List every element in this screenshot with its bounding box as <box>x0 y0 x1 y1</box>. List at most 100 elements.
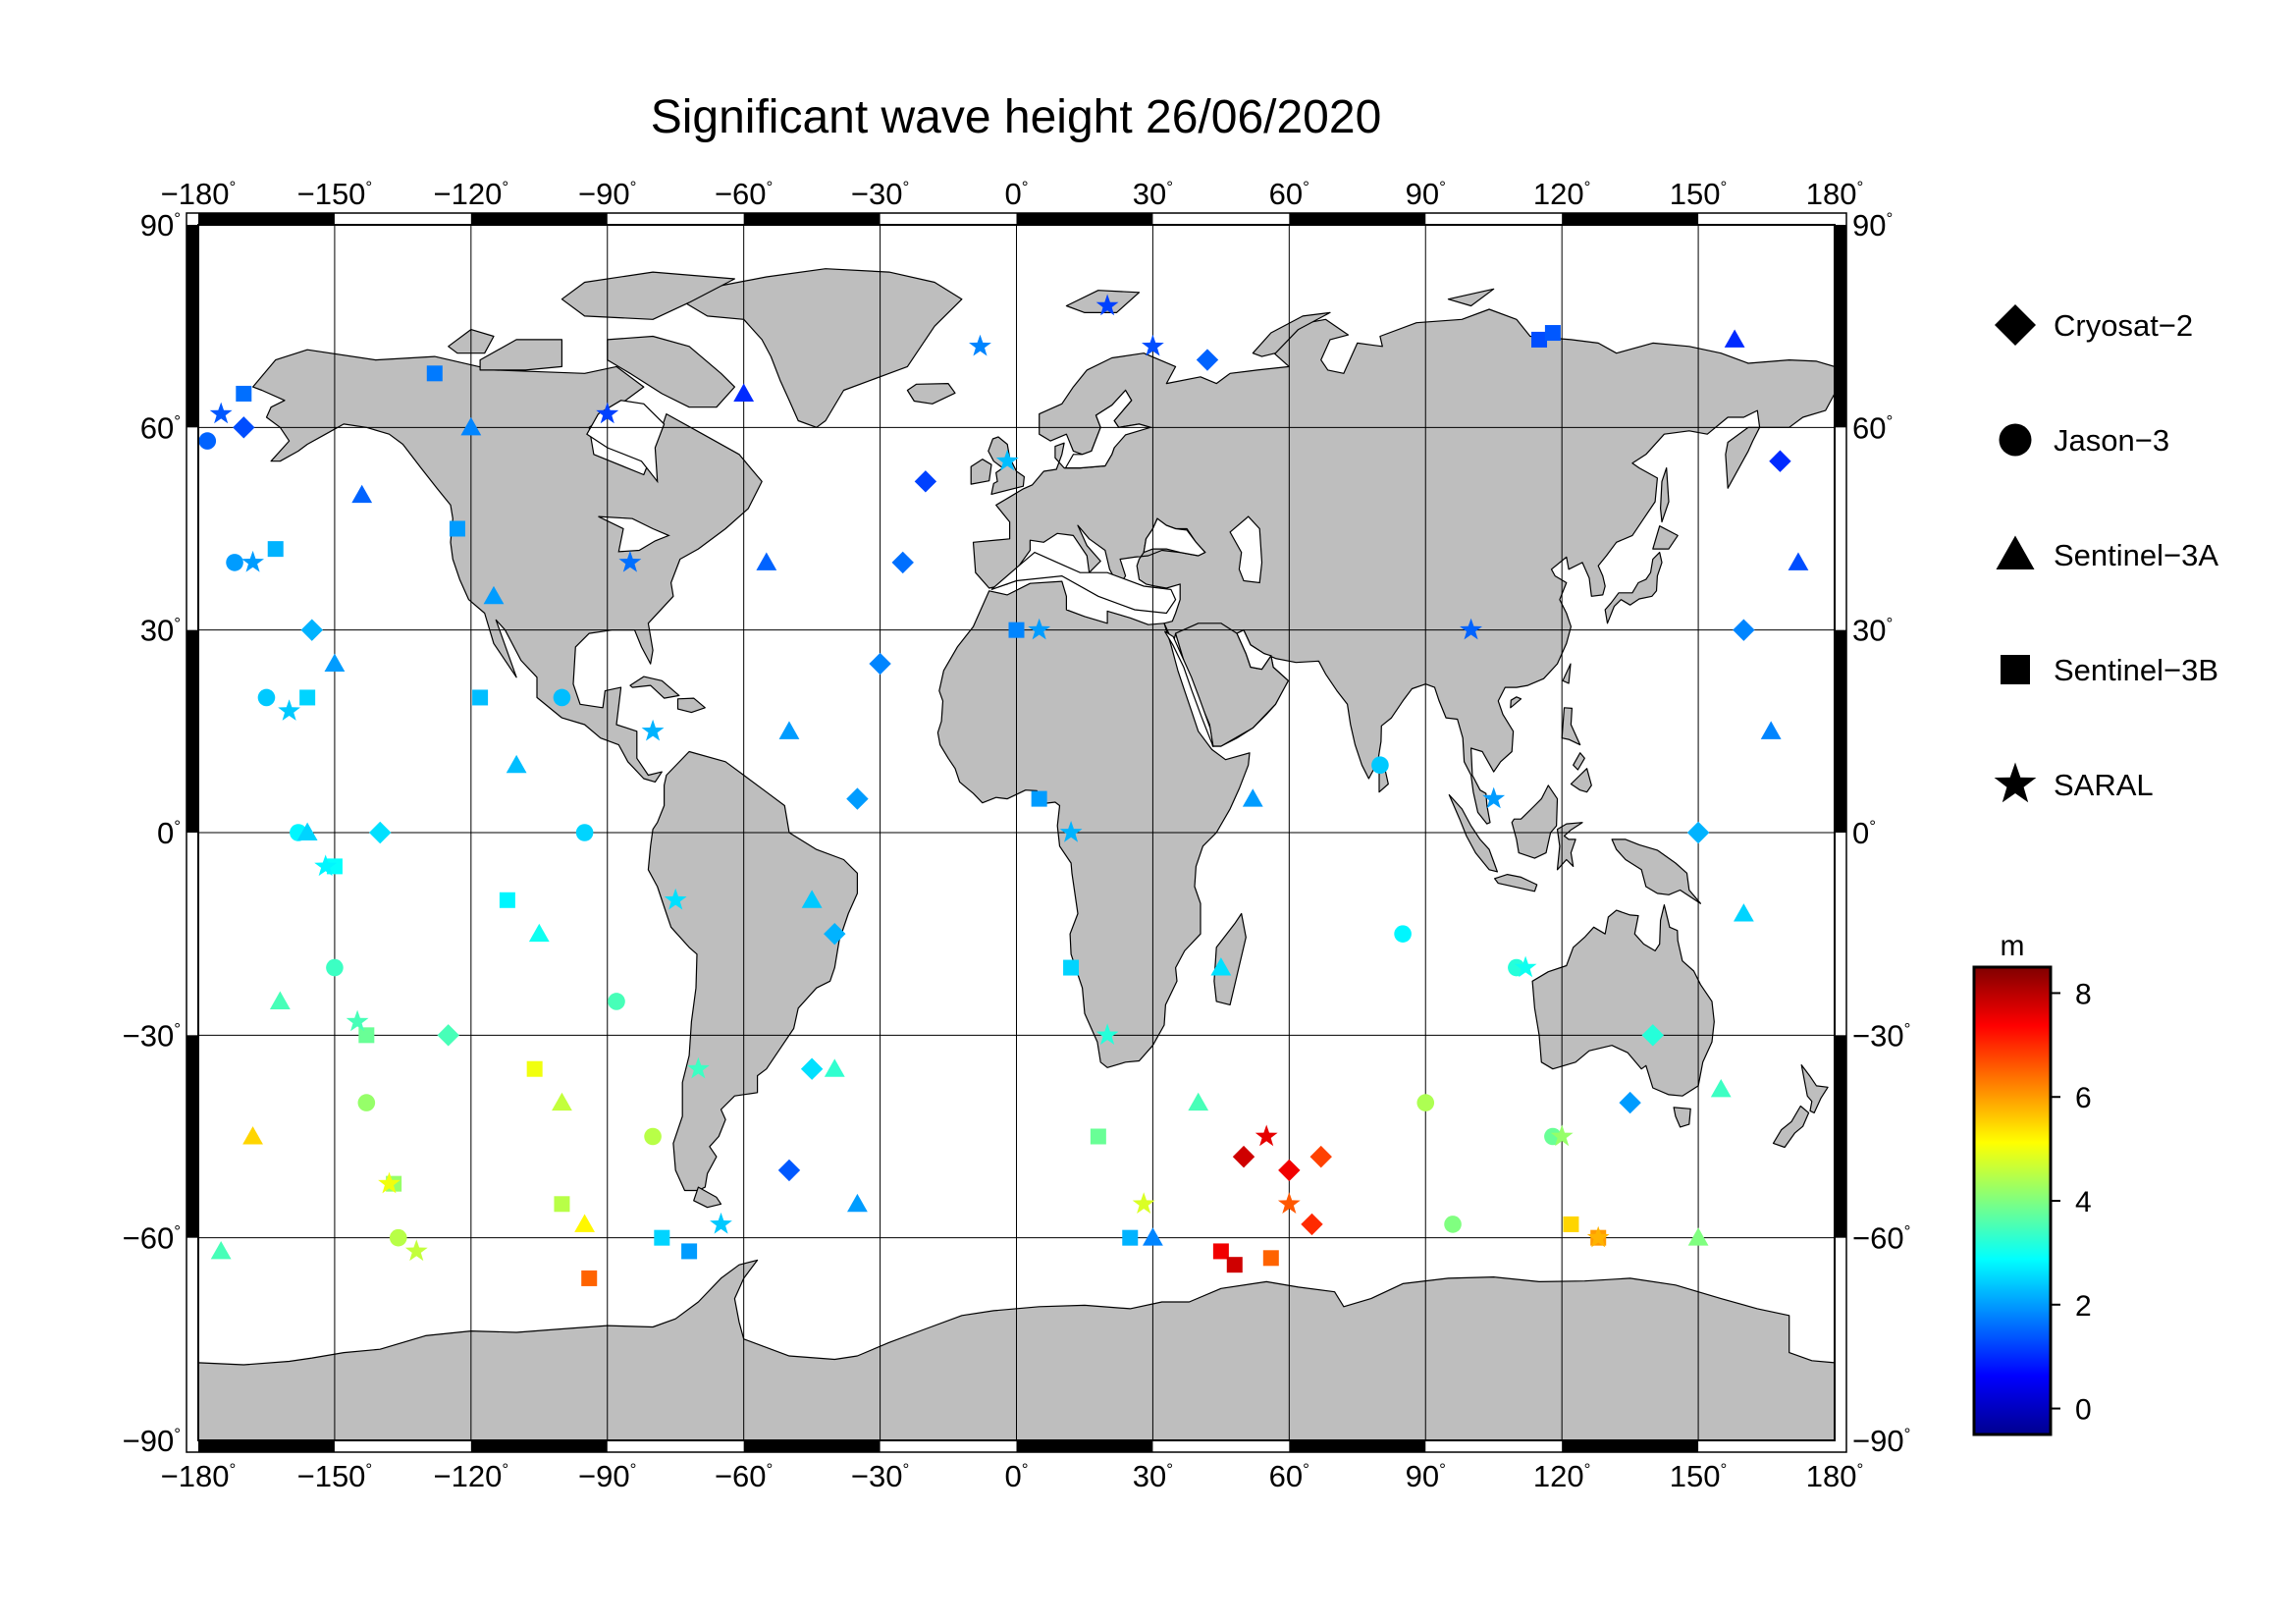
lon-tick-top: 120° <box>1533 177 1591 211</box>
data-point <box>267 541 284 558</box>
data-point <box>1788 552 1809 570</box>
data-point <box>326 958 344 977</box>
lon-tick-top: 150° <box>1670 177 1728 211</box>
data-point <box>1210 957 1232 976</box>
data-point <box>1394 925 1412 943</box>
border-bar-right <box>1835 1035 1846 1238</box>
legend-label: Sentinel−3A <box>2054 538 2218 572</box>
colorbar-tick-label: 4 <box>2075 1186 2092 1218</box>
data-point <box>800 1057 824 1080</box>
colorbar-tick-label: 2 <box>2075 1290 2092 1323</box>
data-point <box>1262 1250 1279 1267</box>
data-point <box>198 432 217 450</box>
border-bar-bottom <box>743 1440 881 1452</box>
data-point <box>608 993 625 1010</box>
border-bar-top <box>470 213 608 225</box>
data-point <box>483 585 505 605</box>
data-point <box>824 1058 845 1077</box>
data-point <box>472 689 489 706</box>
data-point <box>1531 331 1548 348</box>
data-point <box>269 991 291 1009</box>
lon-tick-top: 180° <box>1806 177 1864 211</box>
data-point <box>378 1171 400 1194</box>
data-point <box>847 1193 868 1213</box>
land-greenland <box>683 268 963 428</box>
data-point <box>1641 1024 1664 1047</box>
data-point <box>846 787 869 810</box>
lat-tick-right: −90° <box>1852 1424 1910 1458</box>
data-point <box>1710 1078 1732 1098</box>
border-bar-right <box>1835 629 1846 833</box>
data-point <box>824 922 846 946</box>
data-point <box>1619 1091 1641 1114</box>
data-point <box>1212 1243 1229 1260</box>
lat-tick-right: 30° <box>1852 614 1893 648</box>
chart-title: Significant wave height 26/06/2020 <box>650 91 1382 143</box>
series-circle <box>198 432 1562 1247</box>
data-point <box>710 1212 732 1234</box>
data-point <box>1686 821 1710 844</box>
data-point <box>1416 1094 1435 1111</box>
lon-tick-bottom: 180° <box>1806 1459 1864 1493</box>
data-point <box>1563 1216 1579 1232</box>
lat-tick-left: −60° <box>123 1221 181 1256</box>
land-madagascar <box>1213 912 1247 1005</box>
lon-tick-bottom: 0° <box>1004 1459 1028 1493</box>
land-hokkaido <box>1652 525 1679 550</box>
data-point <box>869 652 891 676</box>
data-point <box>1095 1023 1119 1045</box>
lon-tick-top: 60° <box>1269 177 1309 211</box>
lon-tick-bottom: 30° <box>1133 1459 1173 1493</box>
lat-tick-left: 60° <box>140 410 181 445</box>
water-baltic <box>1064 389 1153 469</box>
colorbar: m 8 6 4 2 0 <box>1972 930 2092 1436</box>
data-point <box>581 1270 598 1286</box>
data-point <box>1724 329 1745 348</box>
lat-tick-left: 30° <box>140 614 181 648</box>
data-point <box>681 1243 698 1260</box>
data-point <box>236 385 252 402</box>
data-point <box>499 892 515 908</box>
colorbar-gradient <box>1972 965 2053 1436</box>
data-point <box>526 1060 543 1077</box>
water-hudson-bay <box>586 400 666 484</box>
land-ellesmere <box>561 271 735 320</box>
data-point <box>1132 1192 1155 1214</box>
data-points <box>198 294 1809 1286</box>
land-south-america <box>647 750 858 1192</box>
data-point <box>1196 349 1219 371</box>
data-point <box>351 484 373 504</box>
data-point <box>733 383 755 402</box>
data-point <box>1226 1257 1243 1273</box>
lon-tick-bottom: −90° <box>578 1459 636 1493</box>
lon-tick-top: 90° <box>1406 177 1446 211</box>
data-point <box>654 1229 670 1246</box>
border-bar-top <box>1562 213 1699 225</box>
lon-tick-top: −30° <box>851 177 909 211</box>
data-point <box>1122 1229 1139 1246</box>
data-point <box>1482 786 1506 809</box>
data-point <box>314 854 338 877</box>
data-point <box>278 699 300 721</box>
legend-label: Cryosat−2 <box>2054 308 2193 343</box>
data-point <box>1028 618 1051 640</box>
data-point <box>241 550 264 572</box>
graticule <box>198 225 1835 1440</box>
lat-tick-left: −30° <box>123 1018 181 1053</box>
data-point <box>1278 1159 1301 1182</box>
lon-tick-bottom: −180° <box>161 1459 237 1493</box>
land-australia <box>1531 904 1715 1097</box>
lon-tick-bottom: −60° <box>715 1459 773 1493</box>
land-severnaya <box>1447 288 1495 307</box>
data-point <box>1059 821 1083 842</box>
legend-circle-icon <box>1999 423 2032 457</box>
data-point <box>1444 1216 1462 1233</box>
land-sumatra <box>1448 793 1498 873</box>
lat-tick-right: 0° <box>1852 816 1876 850</box>
lat-tick-left: −90° <box>123 1424 181 1458</box>
lon-tick-bottom: −120° <box>434 1459 509 1493</box>
colorbar-tick-label: 8 <box>2075 978 2092 1010</box>
land-tierra-del-fuego <box>693 1186 722 1209</box>
water-great-lakes <box>598 515 670 553</box>
data-point <box>1008 622 1025 638</box>
